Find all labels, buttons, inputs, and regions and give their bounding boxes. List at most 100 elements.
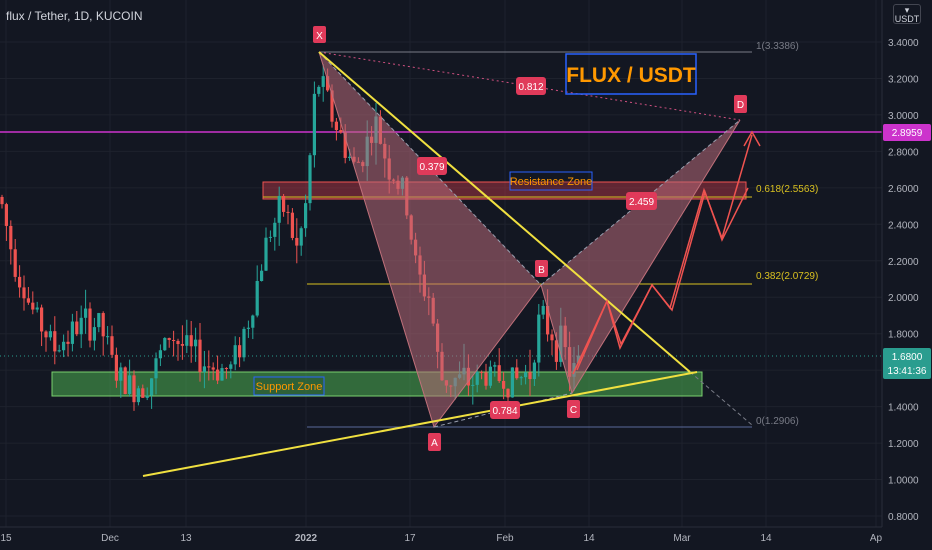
candle-body xyxy=(326,76,330,91)
candle-body xyxy=(224,368,228,370)
candle-body xyxy=(35,307,39,310)
candle-body xyxy=(334,121,338,131)
time-tick-label: 15 xyxy=(0,533,12,544)
descending-trendline[interactable] xyxy=(318,51,691,373)
svg-text:0.784: 0.784 xyxy=(492,406,517,417)
candle-body xyxy=(88,308,92,341)
candle-body xyxy=(260,270,264,282)
time-tick-label: Mar xyxy=(673,533,691,544)
candle-body xyxy=(18,276,22,288)
symbol-title[interactable]: flux / Tether, 1D, KUCOIN xyxy=(6,9,143,23)
projection-path-upper[interactable] xyxy=(576,134,753,371)
candle-body xyxy=(150,378,154,396)
pattern-xb-dashed xyxy=(318,51,542,286)
candle-body xyxy=(541,305,545,315)
point-x-label[interactable]: X xyxy=(313,26,326,43)
candle-body xyxy=(216,369,220,381)
candle-body xyxy=(26,298,30,303)
time-tick-label: 14 xyxy=(583,533,595,544)
candle-body xyxy=(141,388,145,398)
price-tick-label: 3.0000 xyxy=(888,111,919,122)
projection-arrowhead xyxy=(743,130,761,147)
candle-body xyxy=(550,334,554,341)
candle-body xyxy=(510,367,514,398)
fib-label-0382: 0.382(2.0729) xyxy=(756,271,818,282)
price-tick-label: 2.8000 xyxy=(888,147,919,158)
resistance-zone-label[interactable]: Resistance Zone xyxy=(509,171,593,191)
candle-body xyxy=(31,302,35,310)
price-tick-label: 2.0000 xyxy=(888,293,919,304)
candle-body xyxy=(97,313,101,328)
candle-body xyxy=(84,308,88,318)
time-tick-label: 2022 xyxy=(295,533,318,544)
candle-body xyxy=(295,237,299,246)
candle-body xyxy=(176,340,180,345)
ratio-xd-label[interactable]: 0.812 xyxy=(516,77,546,95)
support-zone-label[interactable]: Support Zone xyxy=(253,376,325,396)
candle-body xyxy=(537,314,541,363)
candle-body xyxy=(343,132,347,158)
candle-body xyxy=(242,328,246,358)
svg-text:2.459: 2.459 xyxy=(629,197,654,208)
support-zone[interactable] xyxy=(51,371,703,397)
candle-body xyxy=(339,130,343,133)
candle-body xyxy=(282,195,286,212)
currency-caret: ▾ xyxy=(904,5,910,15)
ratio-ab-label[interactable]: 0.379 xyxy=(417,157,447,175)
candle-body xyxy=(75,321,79,335)
candle-body xyxy=(238,345,242,358)
candle-body xyxy=(66,341,70,344)
svg-text:C: C xyxy=(570,405,577,416)
pattern-xab-triangle[interactable] xyxy=(319,52,541,427)
candle-body xyxy=(211,367,215,370)
candle-body xyxy=(321,76,325,87)
candle-body xyxy=(167,338,171,341)
svg-text:Resistance Zone: Resistance Zone xyxy=(510,176,593,188)
ratio-bc-label[interactable]: 0.784 xyxy=(490,401,520,419)
candle-body xyxy=(207,366,211,368)
candle-body xyxy=(304,203,308,229)
point-a-label[interactable]: A xyxy=(428,433,441,451)
currency-button[interactable]: ▾ USDT xyxy=(893,4,921,24)
candle-body xyxy=(106,336,110,338)
point-c-label[interactable]: C xyxy=(567,400,580,418)
candle-body xyxy=(255,281,259,316)
svg-text:0.812: 0.812 xyxy=(518,82,543,93)
price-tick-label: 1.2000 xyxy=(888,439,919,450)
ratio-bd-label[interactable]: 2.459 xyxy=(626,192,657,210)
ascending-trendline[interactable] xyxy=(142,371,698,477)
candle-body xyxy=(497,365,501,381)
point-b-label[interactable]: B xyxy=(535,260,548,277)
candle-body xyxy=(154,358,158,379)
svg-text:0.379: 0.379 xyxy=(419,162,444,173)
candle-body xyxy=(233,345,237,365)
svg-text:Support Zone: Support Zone xyxy=(256,381,323,393)
candle-body xyxy=(53,331,57,352)
chart-title-box[interactable]: FLUX / USDT xyxy=(565,53,697,95)
candle-body xyxy=(348,156,352,158)
candle-body xyxy=(114,354,118,381)
candle-body xyxy=(330,90,334,122)
candle-body xyxy=(189,335,193,347)
time-axis[interactable]: 15 Dec 13 2022 17 Feb 14 Mar 14 Ap xyxy=(0,533,882,544)
price-tick-label: 3.2000 xyxy=(888,74,919,85)
candle-body xyxy=(251,315,255,328)
svg-text:B: B xyxy=(538,265,545,276)
candle-body xyxy=(488,366,492,386)
price-tick-label: 0.8000 xyxy=(888,512,919,523)
candle-body xyxy=(286,211,290,213)
time-tick-label: 17 xyxy=(404,533,416,544)
candle-body xyxy=(519,377,523,379)
candle-body xyxy=(40,307,44,332)
candle-body xyxy=(554,340,558,362)
pattern-bcd-triangle[interactable] xyxy=(541,120,740,393)
candle-body xyxy=(229,364,233,369)
candle-body xyxy=(524,372,528,378)
point-d-label[interactable]: D xyxy=(734,95,747,113)
currency-label: USDT xyxy=(894,14,920,24)
candle-body xyxy=(44,331,48,338)
price-tick-label: 1.4000 xyxy=(888,403,919,414)
candle-body xyxy=(57,350,61,352)
candle-body xyxy=(9,225,13,250)
